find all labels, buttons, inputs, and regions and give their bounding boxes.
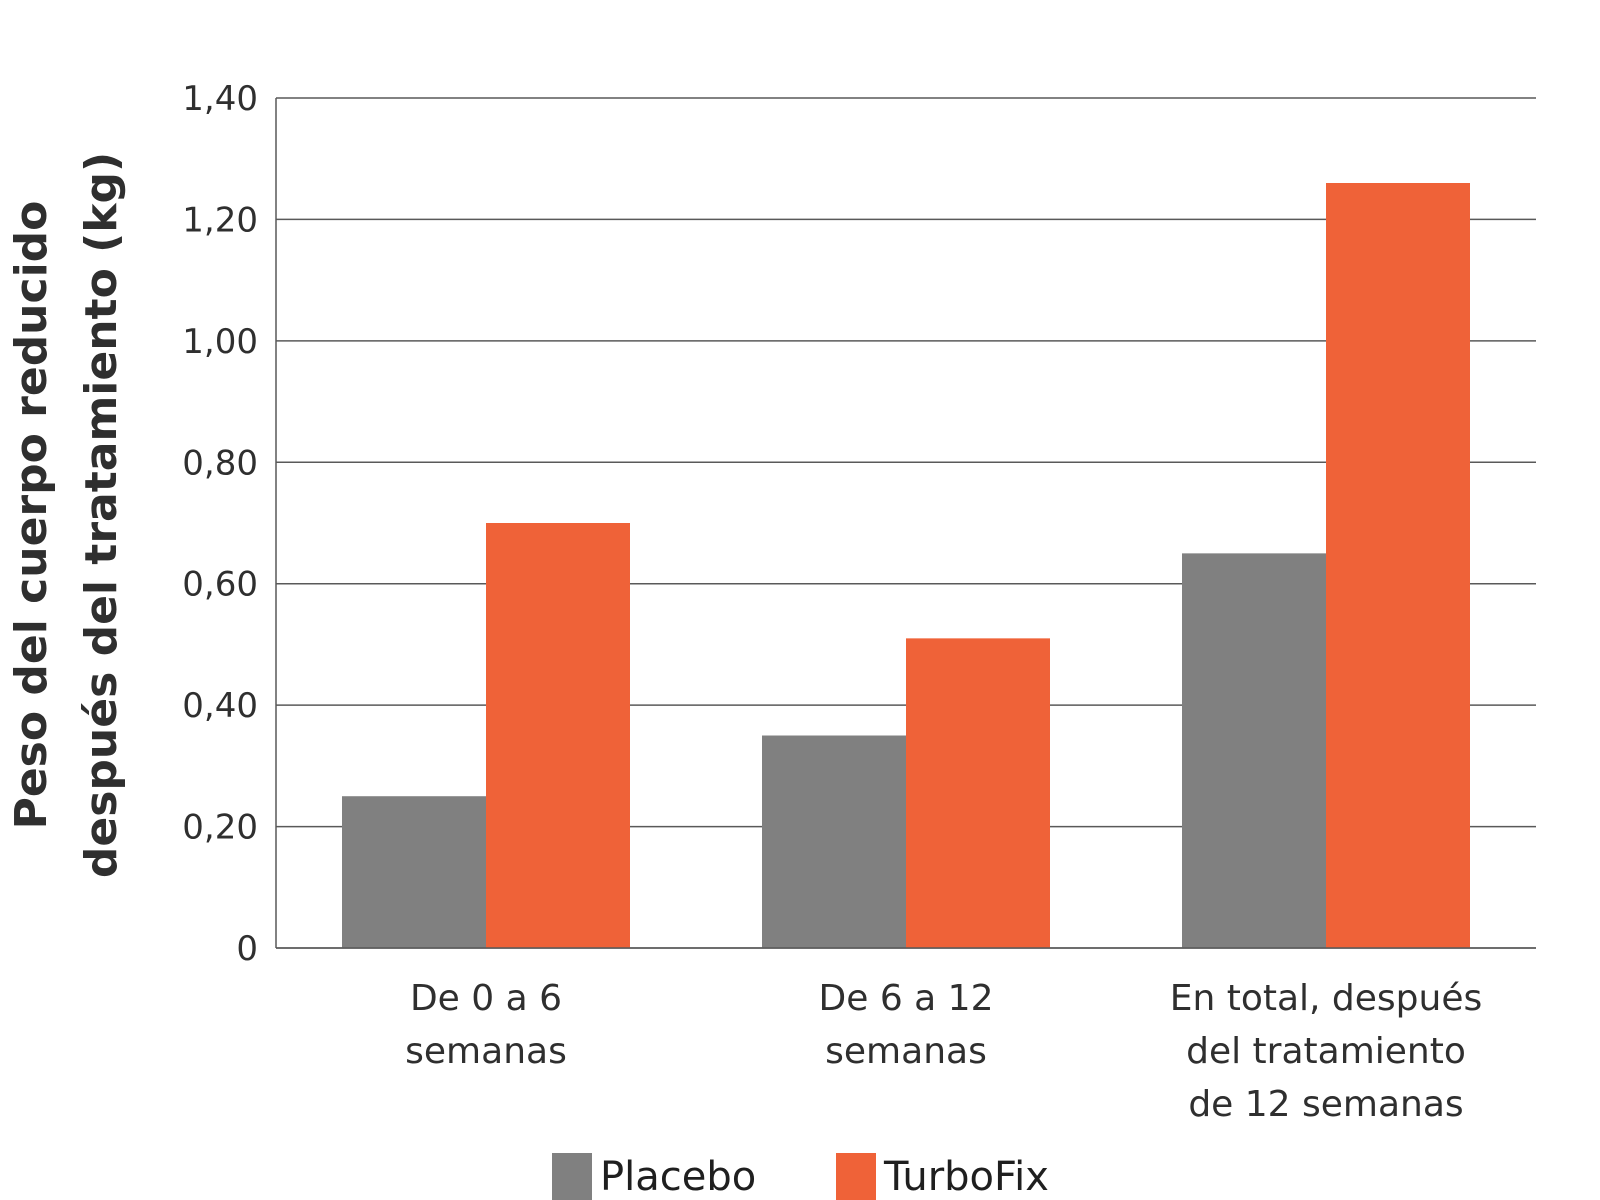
y-axis-title-line-2: después del tratamiento (kg) <box>76 152 127 878</box>
x-category-label: semanas <box>825 1031 987 1072</box>
y-tick-label: 0,40 <box>182 686 258 726</box>
bar-placebo-0 <box>342 796 486 948</box>
legend: Placebo TurboFix <box>552 1153 1049 1200</box>
x-category-label: De 0 a 6 <box>410 978 562 1019</box>
y-tick-label: 0 <box>236 929 258 969</box>
legend-label-placebo: Placebo <box>600 1154 756 1200</box>
x-axis-categories: De 0 a 6 semanas De 6 a 12 semanas En total,… <box>405 978 1482 1125</box>
bar-turbofix-2 <box>1326 183 1470 948</box>
bar-turbofix-1 <box>906 638 1050 948</box>
bars <box>276 183 1536 949</box>
y-tick-label: 1,00 <box>182 322 258 362</box>
bar-placebo-2 <box>1182 553 1326 948</box>
x-category-label: En total, después <box>1170 978 1483 1019</box>
legend-swatch-placebo <box>552 1153 592 1200</box>
x-category-label: semanas <box>405 1031 567 1072</box>
legend-label-turbofix: TurboFix <box>883 1154 1049 1200</box>
y-tick-label: 1,20 <box>182 200 258 240</box>
y-tick-label: 0,60 <box>182 565 258 605</box>
x-category-label: De 6 a 12 <box>819 978 994 1019</box>
bar-turbofix-0 <box>486 523 630 948</box>
y-tick-label: 1,40 <box>182 79 258 119</box>
y-axis-title-line-1: Peso del cuerpo reducido <box>6 201 57 830</box>
x-category-label: del tratamiento <box>1186 1031 1466 1072</box>
y-tick-label: 0,80 <box>182 443 258 483</box>
x-category-label: de 12 semanas <box>1188 1084 1463 1125</box>
legend-swatch-turbofix <box>836 1153 876 1200</box>
y-tick-label: 0,20 <box>182 808 258 848</box>
bar-placebo-1 <box>762 735 906 948</box>
y-axis-ticks: 0 0,20 0,40 0,60 0,80 1,00 1,20 1,40 <box>182 79 258 969</box>
